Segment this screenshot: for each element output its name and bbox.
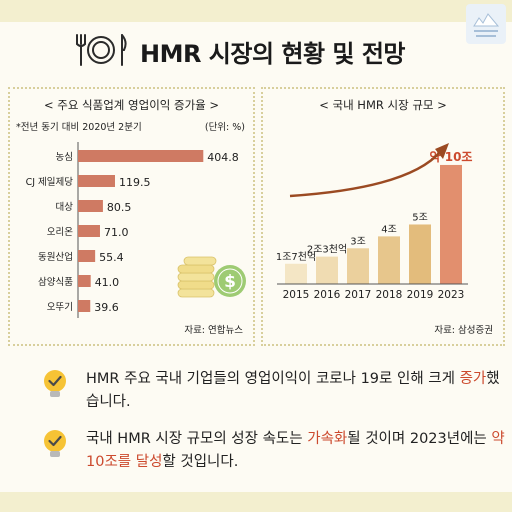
value-label: 3조 [350,236,366,247]
value-label: 1조7천억 [276,251,316,263]
lightbulb-check-icon [44,370,66,397]
header: HMR 시장의 현황 및 전망 [0,28,512,72]
bullet-1: HMR 주요 국내 기업들의 영업이익이 코로나 19로 인해 크게 증가했습니… [40,368,500,418]
bullet-2-highlight: 가속화 [307,431,348,447]
bar [78,250,96,262]
logo-badge [466,4,506,44]
year-label: 2017 [345,289,372,301]
year-label: 2023 [438,289,465,301]
value-label: 71.0 [104,226,129,239]
svg-text:$: $ [224,272,236,292]
bar [78,150,204,162]
left-panel: < 주요 식품업계 영업이익 증가율 > *전년 동기 대비 2020년 2분기… [8,87,255,346]
value-label: 39.6 [94,301,119,314]
category-label: 오리온 [47,227,73,238]
lightbulb-check-icon [44,430,66,457]
bullet-2-text: 국내 HMR 시장 규모의 성장 속도는 가속화될 것이며 2023년에는 약 … [86,431,505,470]
trend-arrow [289,150,442,198]
left-panel-source: 자료: 연합뉴스 [184,325,243,336]
bar [378,236,400,284]
value-label: 41.0 [95,276,120,289]
value-label: 5조 [412,212,428,223]
trend-arrowhead [435,142,449,159]
bar [78,275,91,287]
category-label: CJ 제일제당 [26,177,74,188]
bullet-1-highlight: 증가 [459,371,487,387]
value-label: 2조3천억 [307,244,347,256]
value-label: 4조 [381,224,397,235]
bullet-2-highlight-2: 약 10조를 달성 [86,431,505,470]
bar [78,200,103,212]
page-title: HMR 시장의 현황 및 전망 [140,40,406,68]
bullet-2: 국내 HMR 시장 규모의 성장 속도는 가속화될 것이며 2023년에는 약 … [40,428,505,478]
year-label: 2015 [283,289,310,301]
value-label: 55.4 [99,251,124,264]
bar [78,175,115,187]
bar [440,164,462,284]
category-label: 농심 [56,152,73,163]
year-label: 2019 [407,289,434,301]
year-label: 2016 [314,289,341,301]
bullet-1-text: HMR 주요 국내 기업들의 영업이익이 코로나 19로 인해 크게 증가했습니… [86,371,500,410]
right-panel-title: < 국내 HMR 시장 규모 > [319,98,447,112]
value-label: 404.8 [207,151,239,164]
left-panel-unit: (단위: %) [204,122,245,133]
category-label: 오뚜기 [47,302,73,313]
value-label: 119.5 [119,176,151,189]
category-label: 동원산업 [38,251,73,263]
bar [347,248,369,284]
bar [409,224,431,284]
left-panel-title: < 주요 식품업계 영업이익 증가율 > [43,98,220,112]
category-label: 삼양식품 [38,277,73,288]
plate-fork-knife-icon [76,34,127,66]
year-label: 2018 [376,289,403,301]
bar [78,225,100,237]
operating-profit-chart: 농심 404.8 CJ 제일제당 119.5 대상 80.5 오리온 71.0 동원산업 55.4… [26,142,239,318]
left-panel-note: *전년 동기 대비 2020년 2분기 [16,122,142,133]
coins-dollar-icon: $ [177,256,246,298]
bar [285,263,307,284]
value-label: 80.5 [107,201,131,214]
category-label: 대상 [56,202,74,213]
right-panel: < 국내 HMR 시장 규모 > 1조7천억 2015 2조3천억 2016 3조 201… [261,87,505,346]
bottom-band [0,492,512,512]
bar [78,300,91,312]
bar [316,256,338,284]
right-panel-source: 자료: 삼성증권 [434,325,493,336]
top-band [0,0,512,22]
